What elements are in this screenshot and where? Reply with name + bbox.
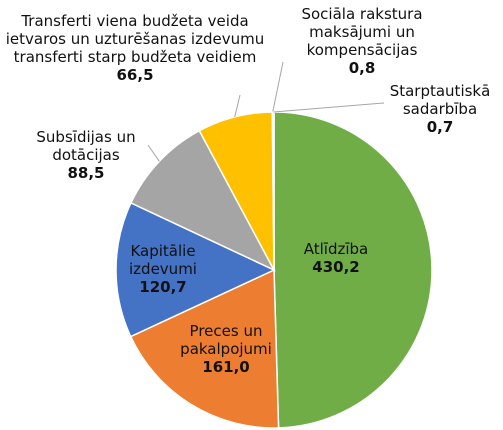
leader-line — [272, 61, 284, 113]
leader-line — [234, 94, 241, 118]
value-label: 0,8 — [348, 59, 376, 77]
category-label: Atlīdzība — [303, 240, 369, 258]
category-label: Subsīdijas un dotācijas — [36, 128, 136, 164]
category-label: Starptautiskā sadarbība — [389, 82, 491, 118]
category-label: Transferti viena budžeta veida ietvaros … — [5, 12, 265, 66]
pie-slice — [273, 111, 433, 429]
category-label: Preces un pakalpojumi — [180, 322, 272, 358]
value-label: 0,7 — [426, 118, 454, 136]
category-label: Sociāla rakstura maksājumi un kompensāci… — [301, 5, 423, 59]
pie-slice — [129, 268, 280, 429]
slice-label: Atlīdzība 430,2 — [304, 240, 369, 276]
slice-label: Sociāla rakstura maksājumi un kompensāci… — [301, 5, 422, 77]
slice-label: Kapitālie izdevumi 120,7 — [129, 242, 197, 296]
pie-slice — [115, 201, 276, 338]
category-label: Kapitālie izdevumi — [129, 242, 197, 278]
slice-label: Subsīdijas un dotācijas 88,5 — [36, 128, 135, 182]
pie-slice — [272, 111, 275, 271]
value-label: 66,5 — [116, 66, 154, 84]
slice-label: Preces un pakalpojumi 161,0 — [180, 322, 272, 376]
leader-line — [147, 144, 160, 162]
value-label: 430,2 — [312, 258, 360, 276]
leader-line — [273, 102, 385, 113]
slice-label: Starptautiskā sadarbība 0,7 — [390, 82, 491, 136]
slice-label: Transferti viena budžeta veida ietvaros … — [6, 12, 264, 84]
pie-slice — [129, 129, 276, 272]
value-label: 88,5 — [67, 164, 105, 182]
value-label: 161,0 — [202, 358, 250, 376]
value-label: 120,7 — [139, 278, 187, 296]
